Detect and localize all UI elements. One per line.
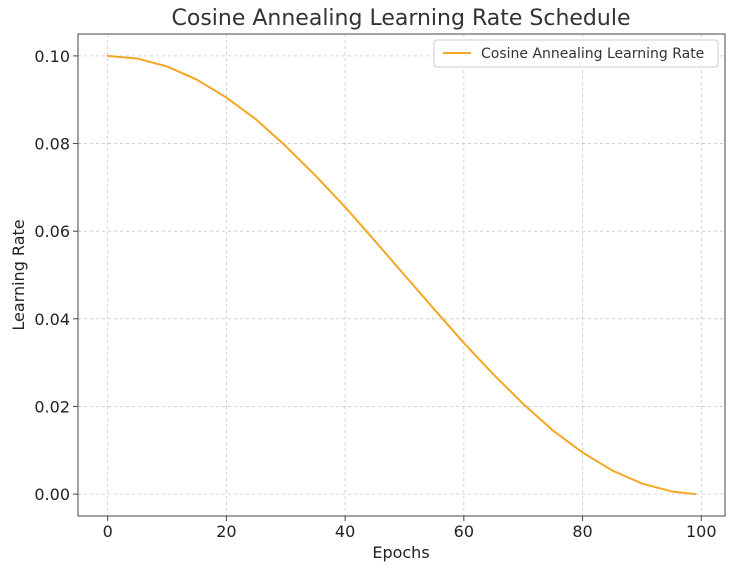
x-tick-label: 20 (216, 522, 236, 541)
series-line (106, 54, 697, 496)
y-axis: 0.00 0.02 0.04 0.06 0.08 0.10 (34, 47, 78, 504)
x-axis: 0 20 40 60 80 100 (103, 516, 717, 541)
x-tick-label: 60 (454, 522, 474, 541)
y-tick-label: 0.08 (34, 135, 70, 154)
y-axis-label: Learning Rate (9, 219, 28, 330)
y-tick-label: 0.00 (34, 485, 70, 504)
grid (78, 34, 725, 516)
x-tick-label: 80 (572, 522, 592, 541)
plot-frame (77, 33, 726, 517)
chart-title: Cosine Annealing Learning Rate Schedule (172, 6, 631, 31)
x-tick-label: 40 (335, 522, 355, 541)
y-tick-label: 0.06 (34, 222, 70, 241)
x-tick-label: 0 (103, 522, 113, 541)
y-tick-label: 0.04 (34, 310, 70, 329)
legend: Cosine Annealing Learning Rate (433, 39, 719, 68)
series-layer (106, 54, 697, 496)
y-tick-label: 0.02 (34, 397, 70, 416)
y-tick-label: 0.10 (34, 47, 70, 66)
legend-entry: Cosine Annealing Learning Rate (481, 46, 704, 62)
x-axis-label: Epochs (372, 543, 429, 562)
x-tick-label: 100 (686, 522, 717, 541)
legend-box (433, 39, 719, 68)
